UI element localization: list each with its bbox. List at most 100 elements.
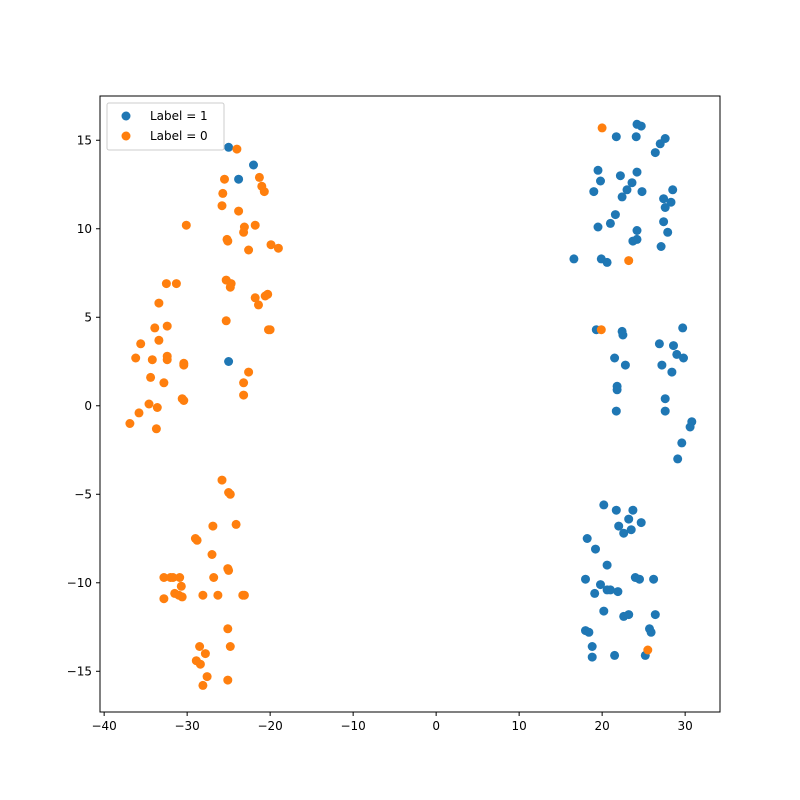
data-point [249,160,258,170]
data-point [239,227,249,237]
data-point [657,360,667,370]
data-point [673,454,683,464]
legend-marker [121,111,131,121]
data-point [175,573,185,582]
data-point [632,167,642,177]
data-point [605,585,615,595]
data-point [208,521,218,531]
data-point [202,672,212,682]
data-point [613,587,623,597]
data-point [179,396,189,405]
data-point [177,592,187,602]
data-point [615,171,625,181]
data-point [602,257,612,267]
data-point [627,178,637,188]
data-point [234,206,244,216]
data-point [660,394,670,404]
data-point [612,385,622,395]
data-point [223,236,233,246]
data-point [195,642,205,651]
data-point [659,194,669,204]
data-point [624,514,634,524]
legend-box [106,102,225,151]
data-point [259,187,269,197]
x-tick-label: −10 [340,719,365,733]
y-tick-label: 0 [84,399,92,413]
data-point [631,132,641,142]
data-point [636,518,646,528]
data-point [146,372,156,382]
data-point [610,353,620,363]
data-point [655,139,665,149]
data-point [599,606,609,616]
data-point [666,197,676,207]
series-2 [125,123,653,690]
data-point [589,187,599,197]
data-point [134,408,144,418]
data-point [663,227,673,237]
data-point [152,403,162,412]
data-point [593,222,603,232]
series-1 [224,119,697,662]
x-tick-label: −20 [257,719,282,733]
data-point [162,321,172,331]
data-point [254,172,264,182]
data-point [618,330,628,340]
data-point [582,534,592,543]
legend: Label = 1 Label = 0 [106,102,225,151]
data-point [225,282,235,292]
data-point [626,525,636,535]
data-point [171,279,181,289]
data-point [587,642,597,651]
data-point [624,256,634,266]
data-point [192,535,202,545]
data-point [136,339,146,349]
data-point [217,201,227,211]
data-point [265,325,275,335]
data-point [131,353,141,363]
data-point [176,581,186,591]
data-point [610,650,620,660]
data-point [660,406,670,416]
data-point [614,521,624,531]
plot-frame [99,95,721,713]
data-point [636,121,646,131]
x-tick-label: 0 [432,719,440,733]
x-tick-label: 30 [677,719,692,733]
data-point [596,176,605,186]
data-point [605,218,615,228]
data-point [244,367,254,377]
data-point [669,341,678,351]
x-tick-label: 10 [512,719,527,733]
data-point [231,519,241,529]
data-point [147,355,157,365]
data-point [254,300,263,310]
data-point [617,192,627,202]
data-point [635,574,644,584]
data-point [162,355,172,365]
data-point [200,649,210,659]
data-point [225,642,235,651]
y-tick-label: 5 [84,310,92,324]
data-point [581,574,590,584]
data-point [678,323,688,333]
data-point [181,220,191,230]
data-point [198,590,208,600]
data-point [667,367,677,377]
data-point [632,226,642,235]
data-point [151,424,161,434]
data-point [679,353,688,363]
data-point [628,505,638,515]
data-point [672,349,682,359]
data-point [198,680,208,690]
x-axis: −40 −30 −20 −10 0 10 20 30 [91,712,693,733]
x-tick-label: −30 [174,719,199,733]
data-point [250,220,260,230]
data-point [179,360,189,370]
data-point [650,148,660,158]
data-point [213,590,223,600]
data-point [224,357,234,366]
data-point [159,594,169,604]
data-point [654,339,664,349]
data-point [125,419,135,428]
